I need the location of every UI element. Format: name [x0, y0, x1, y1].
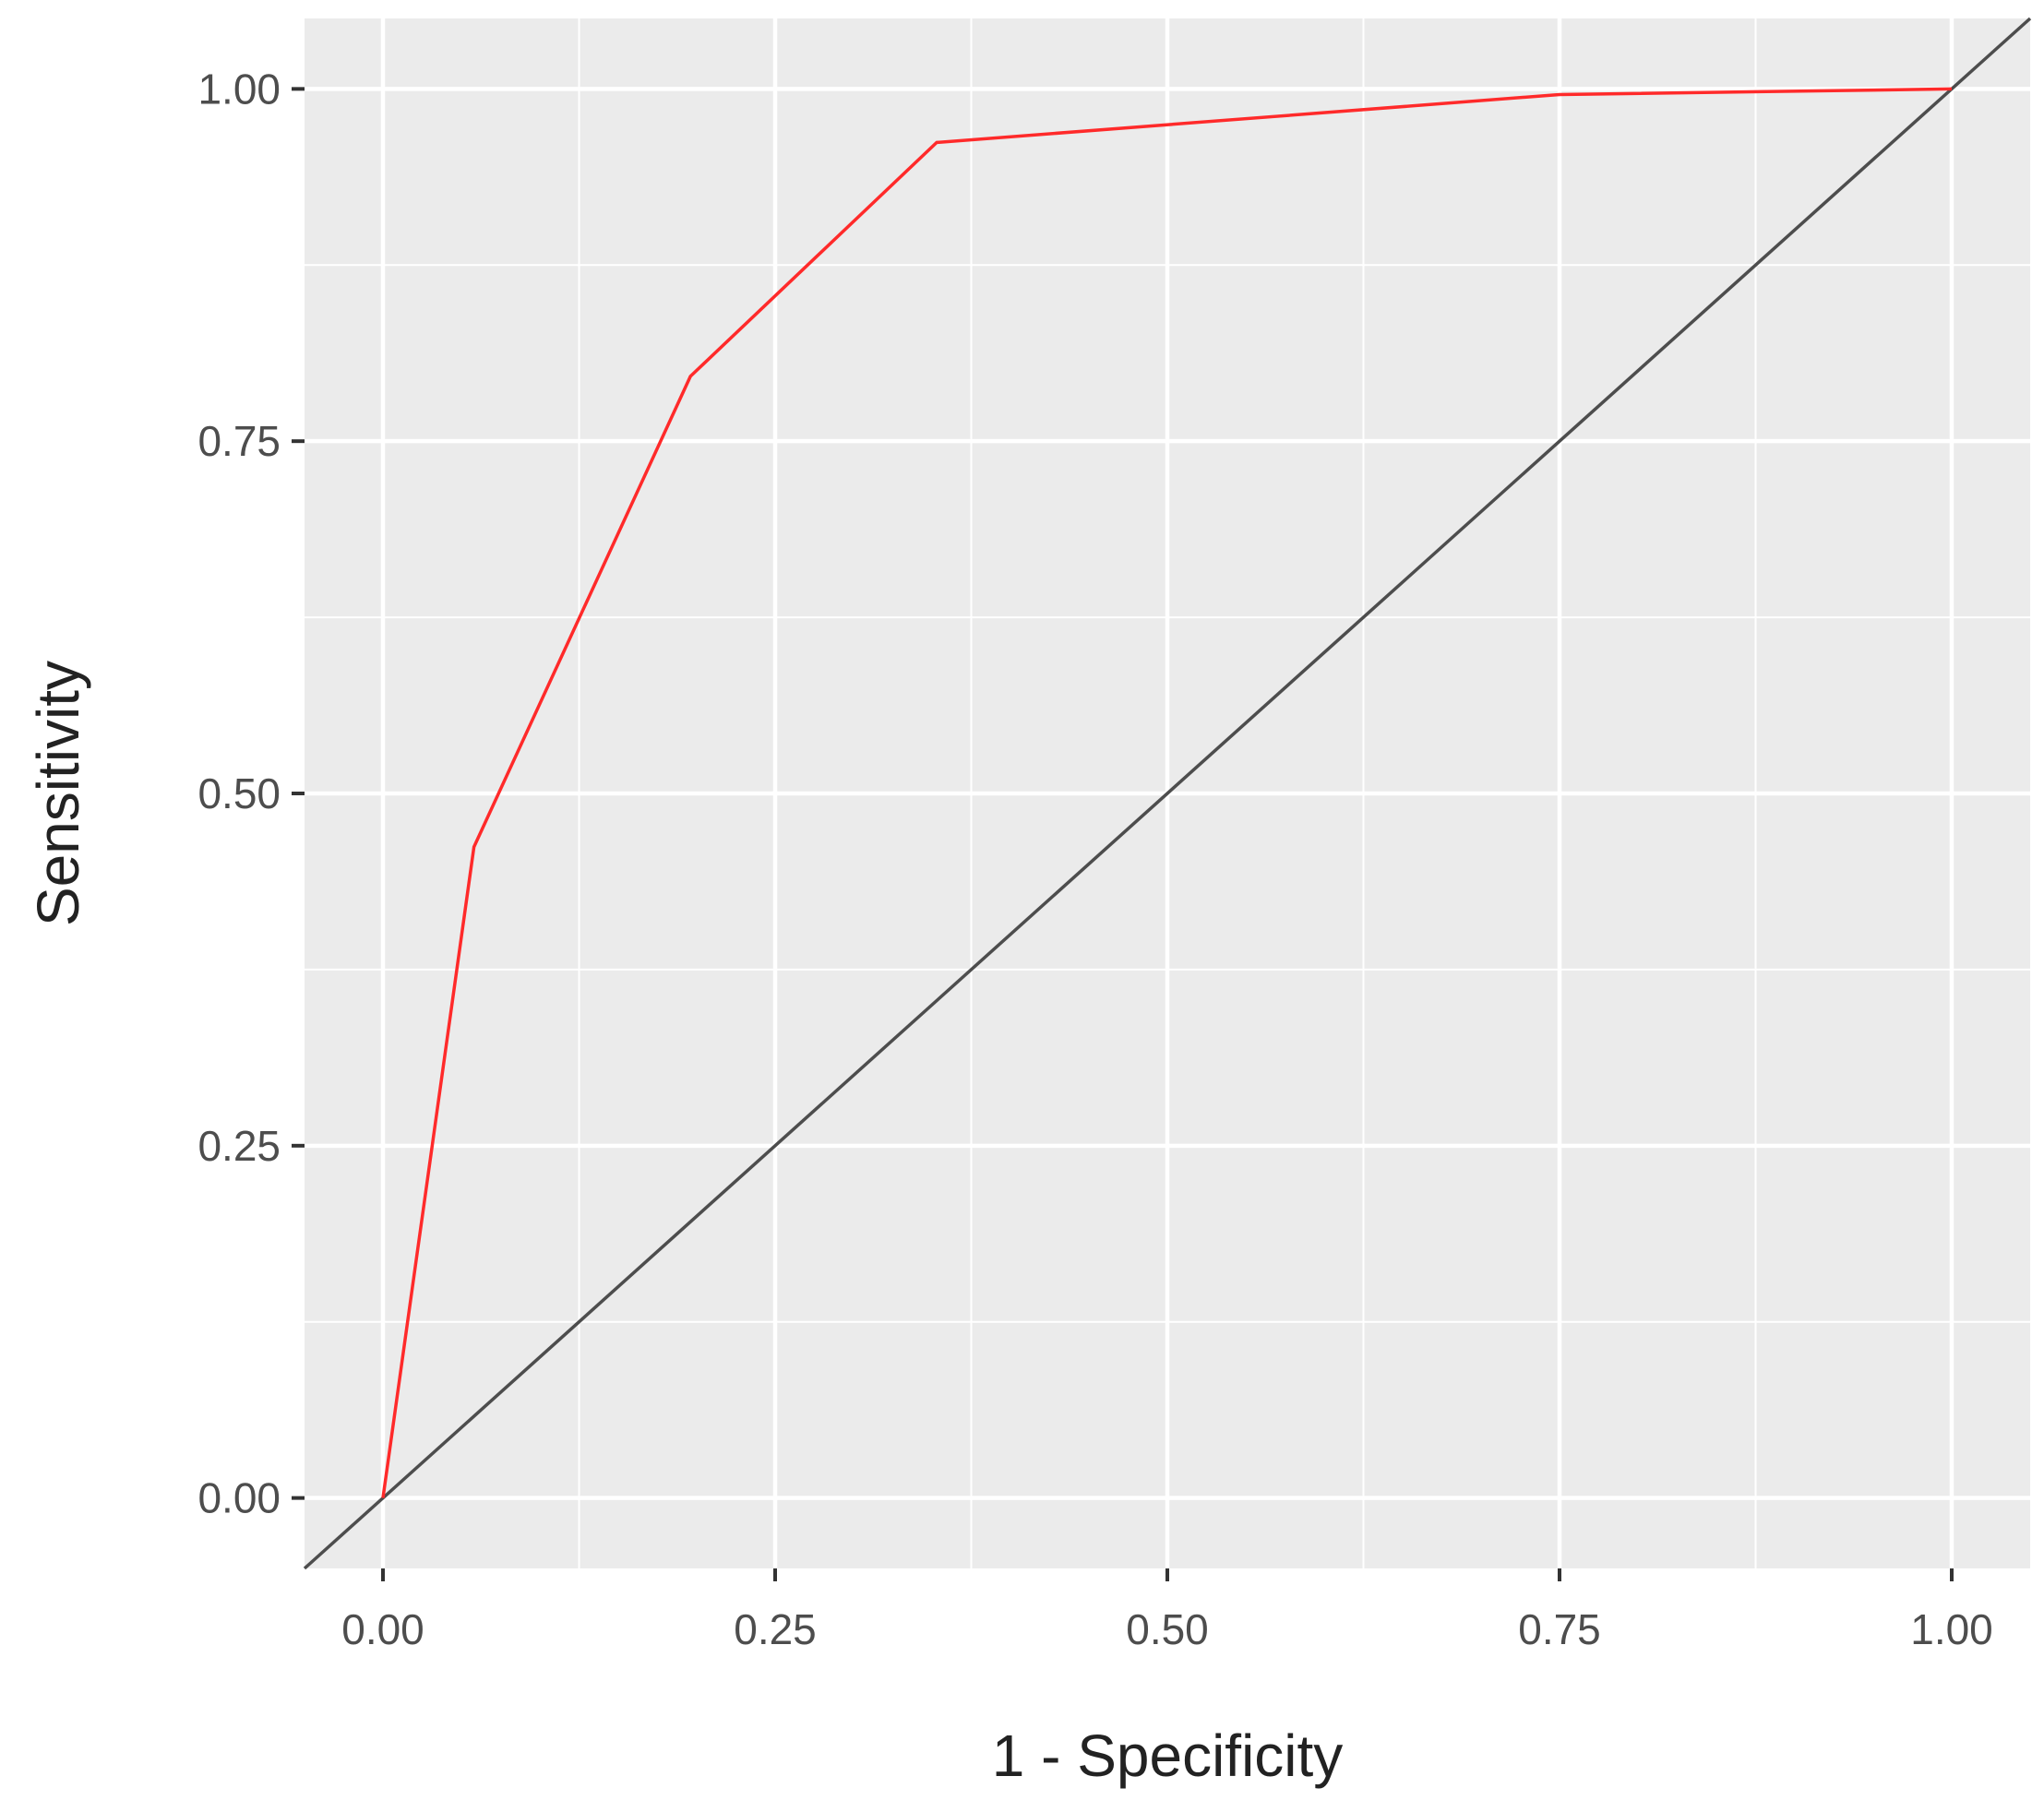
- x-axis-ticks: 0.00 0.25 0.50 0.75 1.00: [341, 1568, 1993, 1653]
- x-tick-label: 1.00: [1910, 1605, 1993, 1653]
- y-tick-label: 0.50: [197, 769, 281, 817]
- roc-curve-line: [381, 87, 1953, 1498]
- y-tick-label: 0.75: [197, 417, 281, 465]
- x-tick-label: 0.50: [1126, 1605, 1209, 1653]
- x-axis-title: 1 - Specificity: [992, 1723, 1344, 1789]
- x-tick-label: 0.00: [341, 1605, 424, 1653]
- series-layer: [303, 17, 2032, 1570]
- y-tick-label: 0.25: [197, 1122, 281, 1170]
- x-tick-label: 0.75: [1518, 1605, 1601, 1653]
- y-tick-label: 0.00: [197, 1474, 281, 1522]
- y-axis-ticks: 0.00 0.25 0.50 0.75 1.00: [197, 65, 305, 1522]
- reference-diagonal-line: [303, 17, 2032, 1570]
- x-tick-label: 0.25: [734, 1605, 817, 1653]
- y-tick-label: 1.00: [197, 65, 281, 113]
- y-axis-title: Sensitivity: [25, 661, 91, 926]
